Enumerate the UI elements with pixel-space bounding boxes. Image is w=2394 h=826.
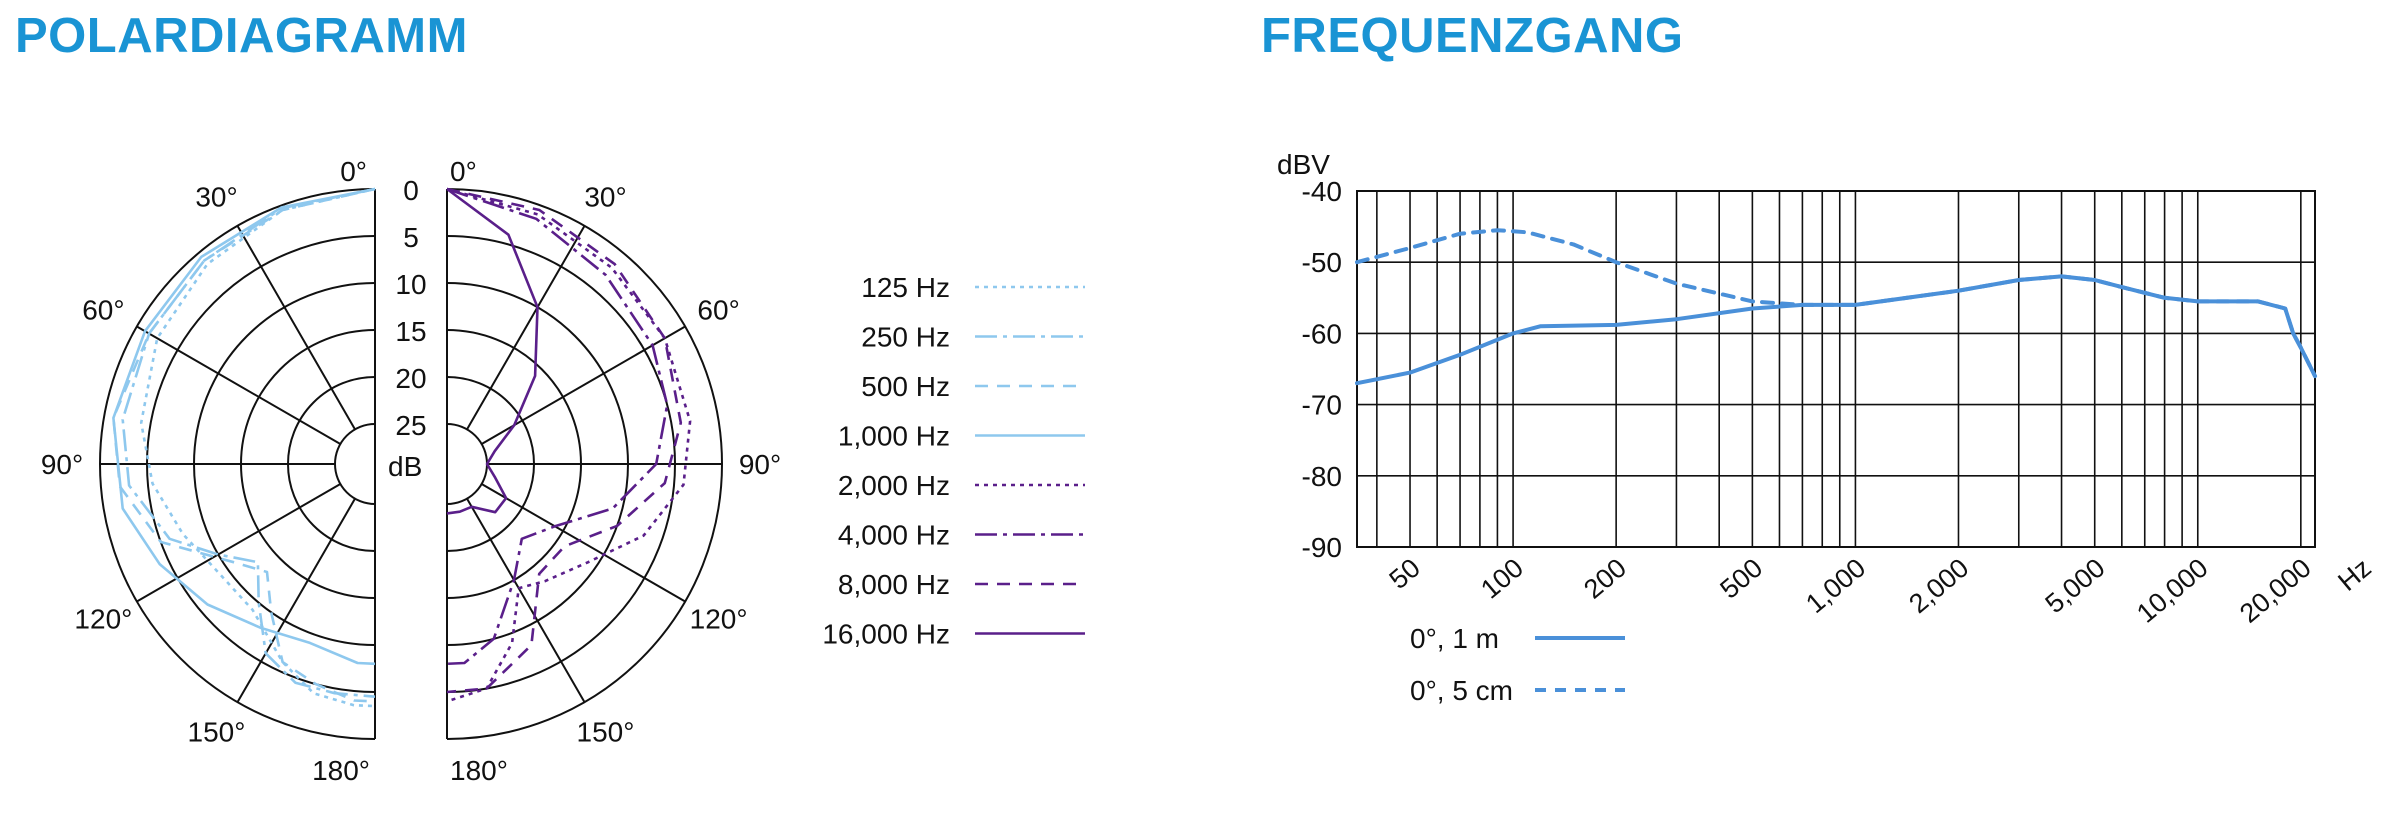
freq-xtick-label: 500 (1714, 553, 1768, 605)
polar-ring-left (334, 423, 376, 505)
freq-legend-label: 0°, 1 m (1410, 623, 1499, 654)
polar-series-2-000-hz (446, 187, 692, 703)
polar-angle-label: 120° (74, 604, 132, 635)
freq-ytick-label: -90 (1302, 532, 1342, 563)
polar-angle-label: 150° (188, 717, 246, 748)
polar-legend-label: 8,000 Hz (838, 569, 950, 600)
polar-legend-label: 4,000 Hz (838, 520, 950, 551)
freq-ytick-label: -80 (1302, 461, 1342, 492)
polar-angle-label: 0° (450, 156, 477, 187)
freq-ytick-label: -40 (1302, 176, 1342, 207)
freq-xtick-label: 50 (1384, 553, 1426, 595)
polar-legend-label: 16,000 Hz (822, 619, 950, 650)
polar-angle-label: 90° (41, 449, 83, 480)
freq-xtick-label: 5,000 (2040, 553, 2111, 619)
polar-angle-label: 150° (577, 717, 635, 748)
polar-diagram: 0° 0° 30° 30° 60° 60° 90° 90° 120° 120° 150° 150° 18… (41, 156, 781, 786)
polar-series-500-hz (112, 187, 376, 703)
polar-db-unit: dB (388, 451, 422, 482)
freq-series-0-5-cm (1355, 228, 2317, 379)
polar-db-label: 25 (395, 410, 426, 441)
frequency-title: FREQUENZGANG (1261, 9, 1684, 63)
polar-spoke-right (481, 483, 686, 603)
freq-ytick-label: -60 (1302, 318, 1342, 349)
freq-legend-label: 0°, 5 cm (1410, 675, 1513, 706)
polar-angle-label: 180° (312, 755, 370, 786)
polar-legend: 125 Hz 250 Hz 500 Hz 1,000 Hz 2,000 Hz 4,000 … (822, 272, 1085, 650)
polar-db-label: 15 (395, 316, 426, 347)
freq-plot-frame (1356, 190, 2316, 548)
freq-ylabel: dBV (1277, 149, 1330, 180)
polar-spoke-right (466, 498, 586, 703)
freq-xlabel: Hz (2332, 553, 2377, 597)
polar-series-1-000-hz (112, 187, 376, 666)
freq-ytick-label: -70 (1302, 390, 1342, 421)
polar-spoke-left (136, 483, 341, 603)
polar-legend-label: 500 Hz (861, 371, 950, 402)
freq-xtick-label: 100 (1475, 553, 1529, 605)
polar-angle-label: 30° (195, 181, 237, 212)
polar-legend-label: 2,000 Hz (838, 470, 950, 501)
polar-angle-label: 90° (739, 449, 781, 480)
polar-legend-label: 250 Hz (861, 322, 950, 353)
polar-angle-label: 0° (340, 156, 367, 187)
polar-series-125-hz (139, 187, 376, 708)
polar-title: POLARDIAGRAMM (15, 9, 468, 63)
polar-angle-label: 60° (697, 295, 739, 326)
polar-spoke-right (466, 225, 586, 430)
freq-ytick-label: -50 (1302, 247, 1342, 278)
polar-legend-label: 125 Hz (861, 272, 950, 303)
polar-db-label: 20 (395, 363, 426, 394)
polar-series-16-000-hz (446, 187, 539, 515)
freq-xtick-label: 20,000 (2234, 553, 2317, 629)
frequency-response-chart: -40 -50 -60 -70 -80 -90 dBV 50 100 200 500 1,000 2,0… (1277, 149, 2377, 629)
polar-angle-label: 120° (690, 604, 748, 635)
polar-db-label: 10 (395, 269, 426, 300)
polar-series-4-000-hz (446, 187, 669, 666)
freq-xtick-label: 10,000 (2131, 553, 2214, 629)
freq-xtick-label: 1,000 (1800, 553, 1871, 619)
polar-angle-label: 30° (584, 181, 626, 212)
freq-series-0-1-m (1355, 274, 2317, 386)
polar-spoke-left (136, 325, 341, 445)
polar-series-8-000-hz (446, 187, 683, 694)
polar-legend-label: 1,000 Hz (838, 421, 950, 452)
polar-spoke-left (236, 498, 356, 703)
polar-angle-label: 60° (82, 295, 124, 326)
polar-ring-right (446, 423, 488, 505)
polar-angle-label: 180° (450, 755, 508, 786)
polar-spoke-left (236, 225, 356, 430)
freq-xtick-label: 2,000 (1903, 553, 1974, 619)
frequency-legend: 0°, 1 m 0°, 5 cm (1410, 623, 1625, 706)
polar-db-label: 5 (403, 222, 419, 253)
polar-db-label: 0 (403, 175, 419, 206)
freq-xtick-label: 200 (1578, 553, 1632, 605)
